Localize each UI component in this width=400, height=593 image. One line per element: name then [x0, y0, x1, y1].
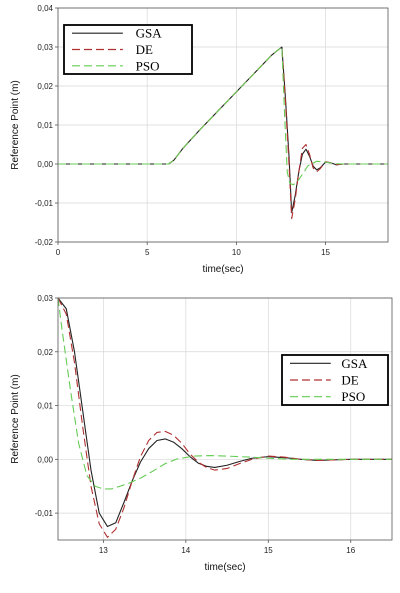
x-tick-label: 14: [181, 546, 190, 555]
y-tick-label: 0,01: [37, 402, 53, 411]
chart-axes: 0 5 10 15 -0,02 -0,01 0,00 0,01 0,02 0,03 0,04 time…: [10, 4, 389, 275]
x-tick-label: 16: [346, 546, 355, 555]
top-response-chart: 0 5 10 15 -0,02 -0,01 0,00 0,01 0,02 0,03 0,04 time…: [10, 4, 389, 275]
series-lines: [58, 46, 388, 220]
x-tick-label: 0: [56, 248, 61, 257]
series-line-de: [57, 297, 392, 538]
x-tick-label: 15: [264, 546, 273, 555]
plot-frame: [57, 297, 393, 541]
legend-label: DE: [341, 373, 358, 388]
x-axis-label: time(sec): [204, 562, 245, 573]
y-tick-label: -0,02: [35, 238, 54, 247]
legend-label: DE: [136, 42, 153, 57]
y-tick-label: 0,03: [37, 43, 53, 52]
y-tick-label: 0,01: [37, 121, 53, 130]
zoomed-response-chart: 13 14 15 16 -0,01 0,00 0,01 0,02 0,03 time(sec) Re…: [10, 294, 393, 573]
series-line-gsa: [57, 297, 392, 528]
y-tick-label: -0,01: [35, 509, 54, 518]
y-tick-label: 0,04: [37, 4, 53, 13]
x-tick-label: 15: [321, 248, 330, 257]
chart-axes: 13 14 15 16 -0,01 0,00 0,01 0,02 0,03 time(sec) Re…: [10, 294, 393, 573]
legend-label: PSO: [136, 58, 160, 73]
legend-box: [63, 24, 193, 75]
series-line-pso: [58, 46, 388, 186]
y-axis-label: Reference Point (m): [10, 374, 21, 463]
legend-label: GSA: [136, 26, 163, 41]
y-tick-label: 0,00: [37, 455, 53, 464]
y-tick-label: 0,02: [37, 348, 53, 357]
series-line-pso: [57, 297, 392, 490]
legend-label: GSA: [341, 356, 368, 371]
x-axis-label: time(sec): [202, 264, 243, 275]
y-tick-label: 0,00: [37, 160, 53, 169]
y-tick-label: 0,02: [37, 82, 53, 91]
legend-label: PSO: [341, 389, 365, 404]
y-tick-label: -0,01: [35, 199, 54, 208]
y-axis-label: Reference Point (m): [10, 80, 21, 169]
plot-area: [58, 298, 392, 540]
x-tick-label: 10: [232, 248, 241, 257]
x-tick-label: 5: [145, 248, 150, 257]
y-tick-label: 0,03: [37, 294, 53, 303]
x-tick-label: 13: [99, 546, 108, 555]
chart-grid: [58, 297, 392, 540]
series-lines: [57, 297, 392, 538]
